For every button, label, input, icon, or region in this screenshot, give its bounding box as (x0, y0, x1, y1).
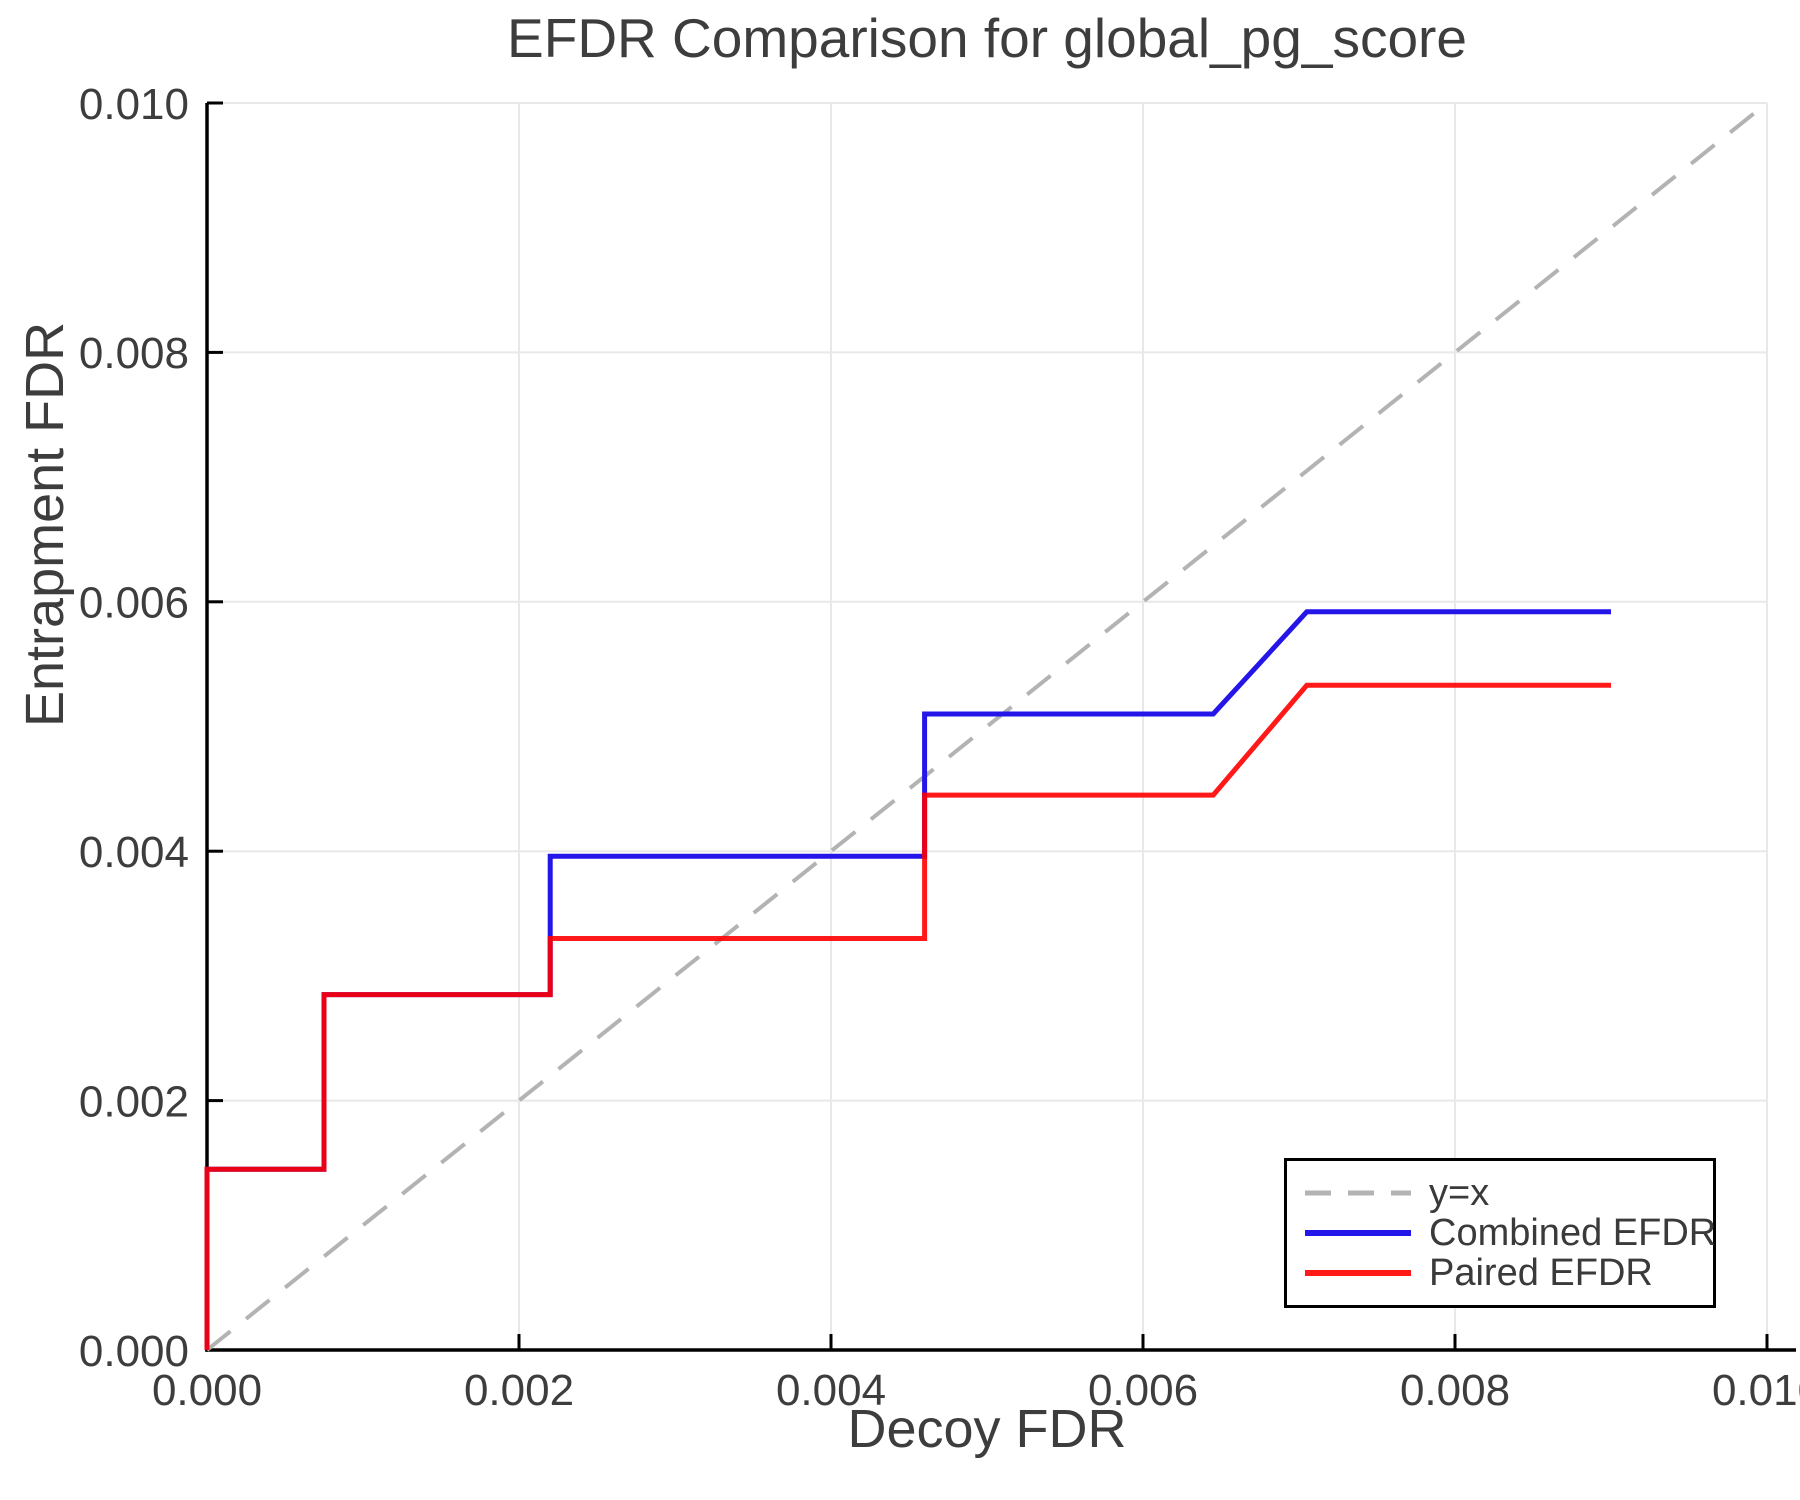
x-axis-label: Decoy FDR (847, 1399, 1127, 1459)
legend: y=x Combined EFDR Paired EFDR (1284, 1158, 1716, 1308)
y-tick-label: 0.002 (79, 1077, 189, 1126)
y-tick-label: 0.008 (79, 329, 189, 378)
legend-entry-paired: Paired EFDR (1303, 1254, 1713, 1292)
chart-title: EFDR Comparison for global_pg_score (507, 7, 1467, 69)
legend-solid-line-sample-blue (1305, 1230, 1411, 1236)
legend-label-paired: Paired EFDR (1429, 1252, 1653, 1294)
y-tick-label: 0.010 (79, 80, 189, 129)
series-line-2-paired-efdr (204, 682, 1611, 1350)
y-tick-label: 0.004 (79, 828, 189, 877)
x-tick-label: 0.006 (1088, 1366, 1198, 1415)
x-tick-label: 0.004 (776, 1366, 886, 1415)
legend-label-combined: Combined EFDR (1429, 1212, 1717, 1254)
y-tick-label: 0.006 (79, 579, 189, 628)
series-line-0-y-x (205, 101, 1769, 1352)
x-tick-label: 0.002 (464, 1366, 574, 1415)
x-tick-label: 0.008 (1400, 1366, 1510, 1415)
y-tick-label: 0.000 (79, 1327, 189, 1376)
legend-label-identity: y=x (1429, 1172, 1490, 1214)
legend-solid-line-sample-red (1305, 1270, 1411, 1276)
x-tick-label: 0.000 (152, 1366, 262, 1415)
x-tick-label: 0.010 (1712, 1366, 1800, 1415)
legend-entry-combined: Combined EFDR (1303, 1212, 1717, 1254)
legend-entry-identity: y=x (1303, 1174, 1713, 1212)
legend-dashed-line-sample (1305, 1190, 1411, 1196)
